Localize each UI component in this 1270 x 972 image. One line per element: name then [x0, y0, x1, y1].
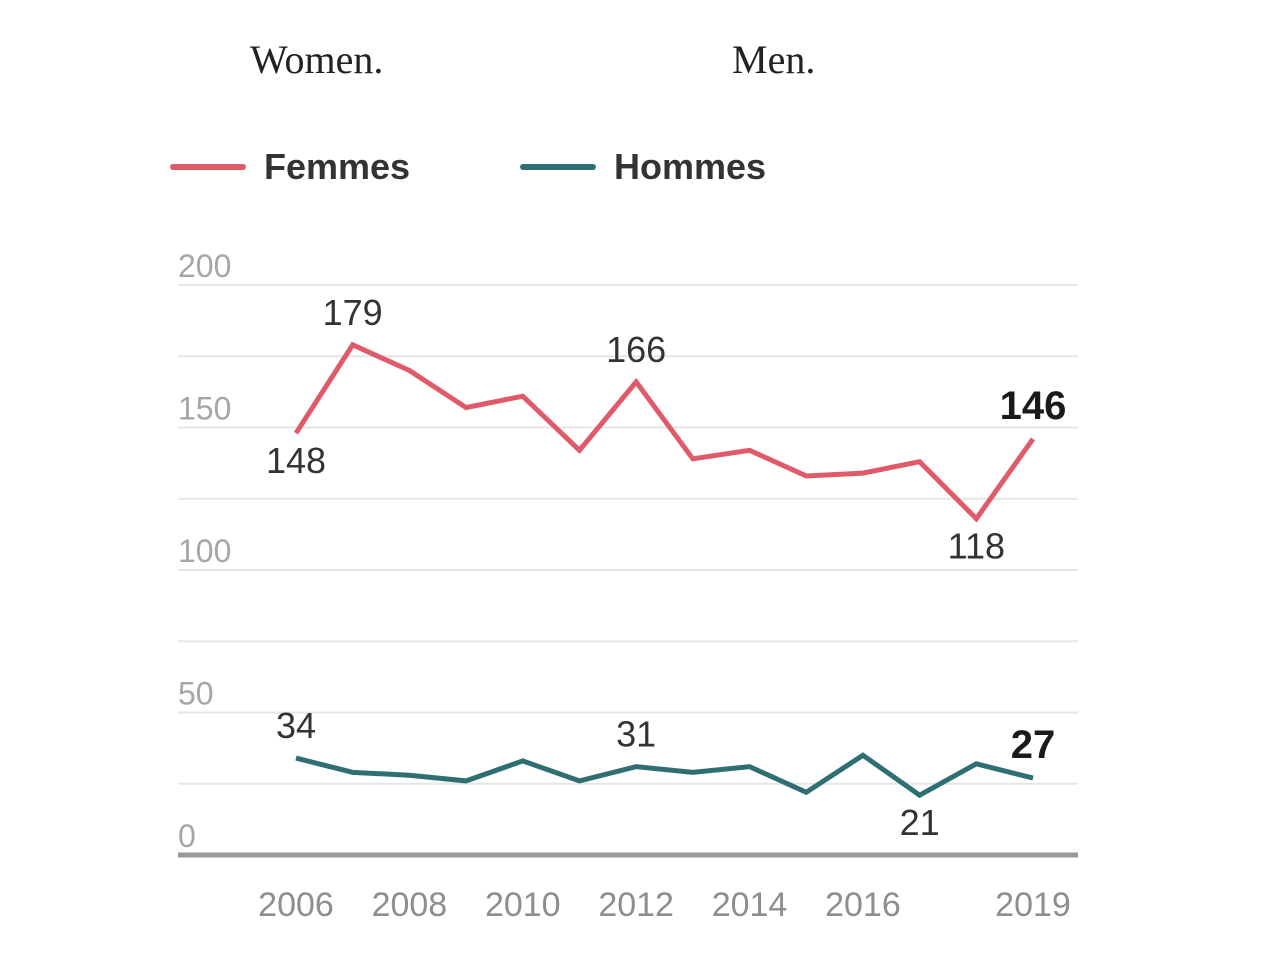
data-label: 146 [1000, 384, 1067, 428]
y-tick-label: 150 [178, 391, 231, 427]
legend-label-femmes: Femmes [264, 146, 411, 187]
legend-label-hommes: Hommes [614, 146, 767, 187]
y-tick-label: 50 [178, 676, 214, 712]
x-tick-label: 2008 [372, 886, 448, 924]
x-tick-label: 2014 [712, 886, 788, 924]
x-tick-label: 2006 [258, 886, 334, 924]
x-tick-label: 2012 [598, 886, 674, 924]
data-label: 27 [1011, 723, 1056, 767]
data-label: 166 [606, 329, 666, 370]
y-tick-label: 200 [178, 248, 231, 284]
data-label: 34 [276, 705, 316, 746]
legend-swatch-femmes [170, 164, 246, 170]
x-tick-label: 2010 [485, 886, 561, 924]
series-line-femmes [293, 341, 1036, 523]
data-label: 179 [323, 292, 383, 333]
y-tick-label: 100 [178, 533, 231, 569]
series-line-hommes [295, 752, 1034, 799]
data-label: 148 [266, 440, 326, 481]
legend-item-femmes: Femmes [170, 142, 410, 192]
x-tick-label: 2019 [995, 886, 1071, 924]
legend-swatch-hommes [520, 164, 596, 170]
y-tick-label: 0 [178, 818, 196, 854]
caption-men: Men. [732, 37, 816, 82]
data-label: 118 [948, 526, 1005, 567]
x-tick-label: 2016 [825, 886, 901, 924]
data-label: 31 [616, 714, 656, 755]
data-label: 21 [900, 802, 940, 843]
caption-women: Women. [250, 37, 384, 82]
legend-item-hommes: Hommes [520, 142, 766, 192]
